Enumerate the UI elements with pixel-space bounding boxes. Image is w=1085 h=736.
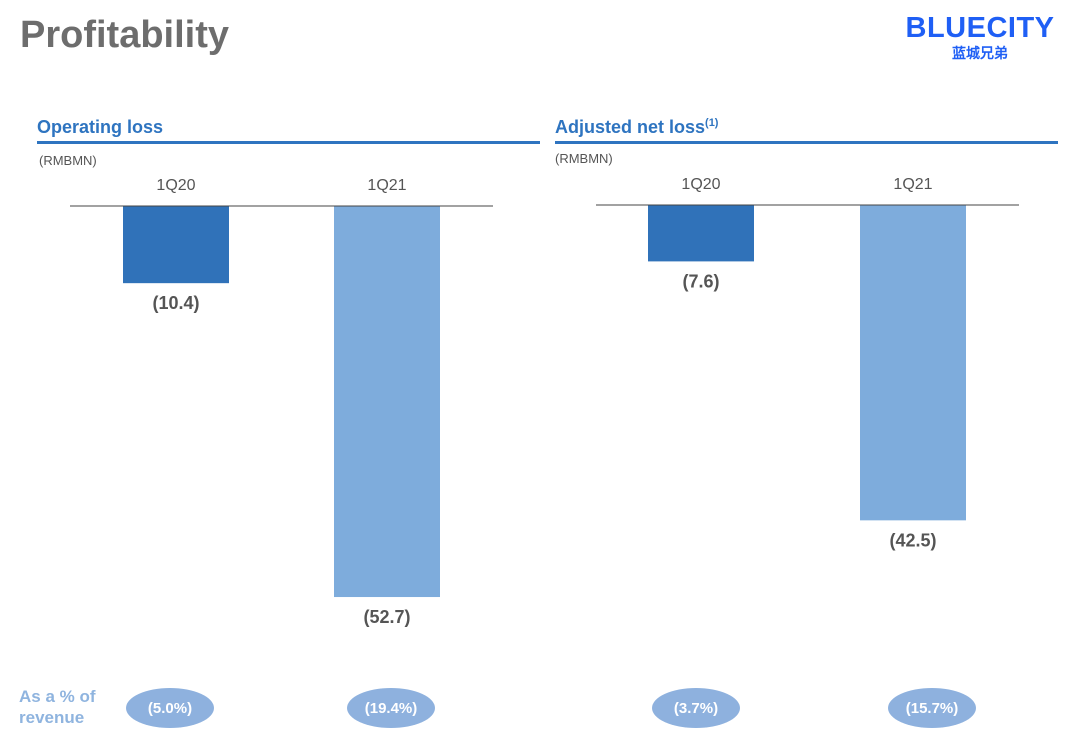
revenue-label-line2: revenue	[19, 708, 85, 727]
operating-loss-bar	[123, 206, 229, 284]
footnote-marker: (1)	[705, 117, 719, 129]
adjusted-net-loss-unit: (RMBMN)	[555, 151, 613, 166]
page-title: Profitability	[20, 14, 230, 56]
operating-loss-value-label: (52.7)	[363, 607, 410, 627]
adjusted-net-loss-title-text: Adjusted net loss	[555, 117, 706, 137]
logo-text-en: BLUECITY	[905, 12, 1055, 44]
revenue-pct-pill: (5.0%)	[126, 688, 214, 728]
revenue-row-label: As a % of revenue	[19, 686, 96, 728]
operating-loss-title: Operating loss	[37, 117, 163, 138]
operating-loss-title-text: Operating loss	[37, 117, 164, 137]
adjusted-net-loss-category-label: 1Q21	[893, 176, 932, 193]
bluecity-logo: BLUECITY 蓝城兄弟	[900, 12, 1060, 62]
logo-text-cn: 蓝城兄弟	[952, 45, 1008, 61]
operating-loss-value-label: (10.4)	[152, 293, 199, 313]
adjusted-net-loss-value-label: (42.5)	[889, 530, 936, 550]
operating-loss-category-label: 1Q20	[156, 177, 195, 194]
operating-loss-category-label: 1Q21	[367, 177, 406, 194]
adjusted-net-loss-value-label: (7.6)	[682, 271, 719, 291]
revenue-pct-pill: (15.7%)	[888, 688, 976, 728]
revenue-pct-pill: (3.7%)	[652, 688, 740, 728]
operating-loss-unit: (RMBMN)	[39, 153, 97, 168]
adjusted-net-loss-divider	[555, 141, 1058, 144]
operating-loss-divider	[37, 141, 540, 144]
revenue-label-line1: As a % of	[19, 687, 96, 706]
revenue-pct-pill: (19.4%)	[347, 688, 435, 728]
adjusted-net-loss-title: Adjusted net loss(1)	[555, 117, 718, 138]
adjusted-net-loss-bar	[648, 205, 754, 262]
operating-loss-bar	[334, 206, 440, 598]
adjusted-net-loss-category-label: 1Q20	[681, 176, 720, 193]
adjusted-net-loss-bar	[860, 205, 966, 521]
